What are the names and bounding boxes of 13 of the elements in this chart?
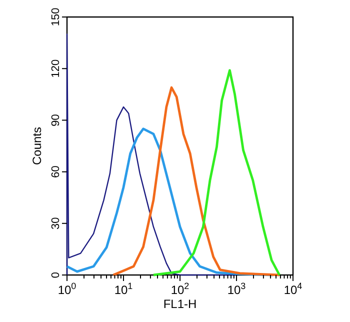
x-tick-label: 10$^{0}$ (58, 281, 76, 297)
y-tick-label: 60 (50, 166, 62, 178)
y-axis-title: Counts (30, 126, 44, 166)
y-tick-label: 30 (50, 217, 62, 230)
x-tick-label: 10$^{2}$ (170, 281, 190, 297)
x-axis-title: FL1-H (163, 297, 197, 311)
y-tick-label: 0 (50, 272, 62, 278)
y-tick-label: 150 (50, 8, 62, 26)
x-tick-label: 10$^{3}$ (227, 281, 246, 297)
y-tick-label: 90 (50, 114, 62, 126)
x-tick-label: 10$^{1}$ (114, 281, 133, 297)
x-tick-label: 10$^{4}$ (284, 281, 302, 297)
y-tick-label: 120 (50, 59, 62, 78)
